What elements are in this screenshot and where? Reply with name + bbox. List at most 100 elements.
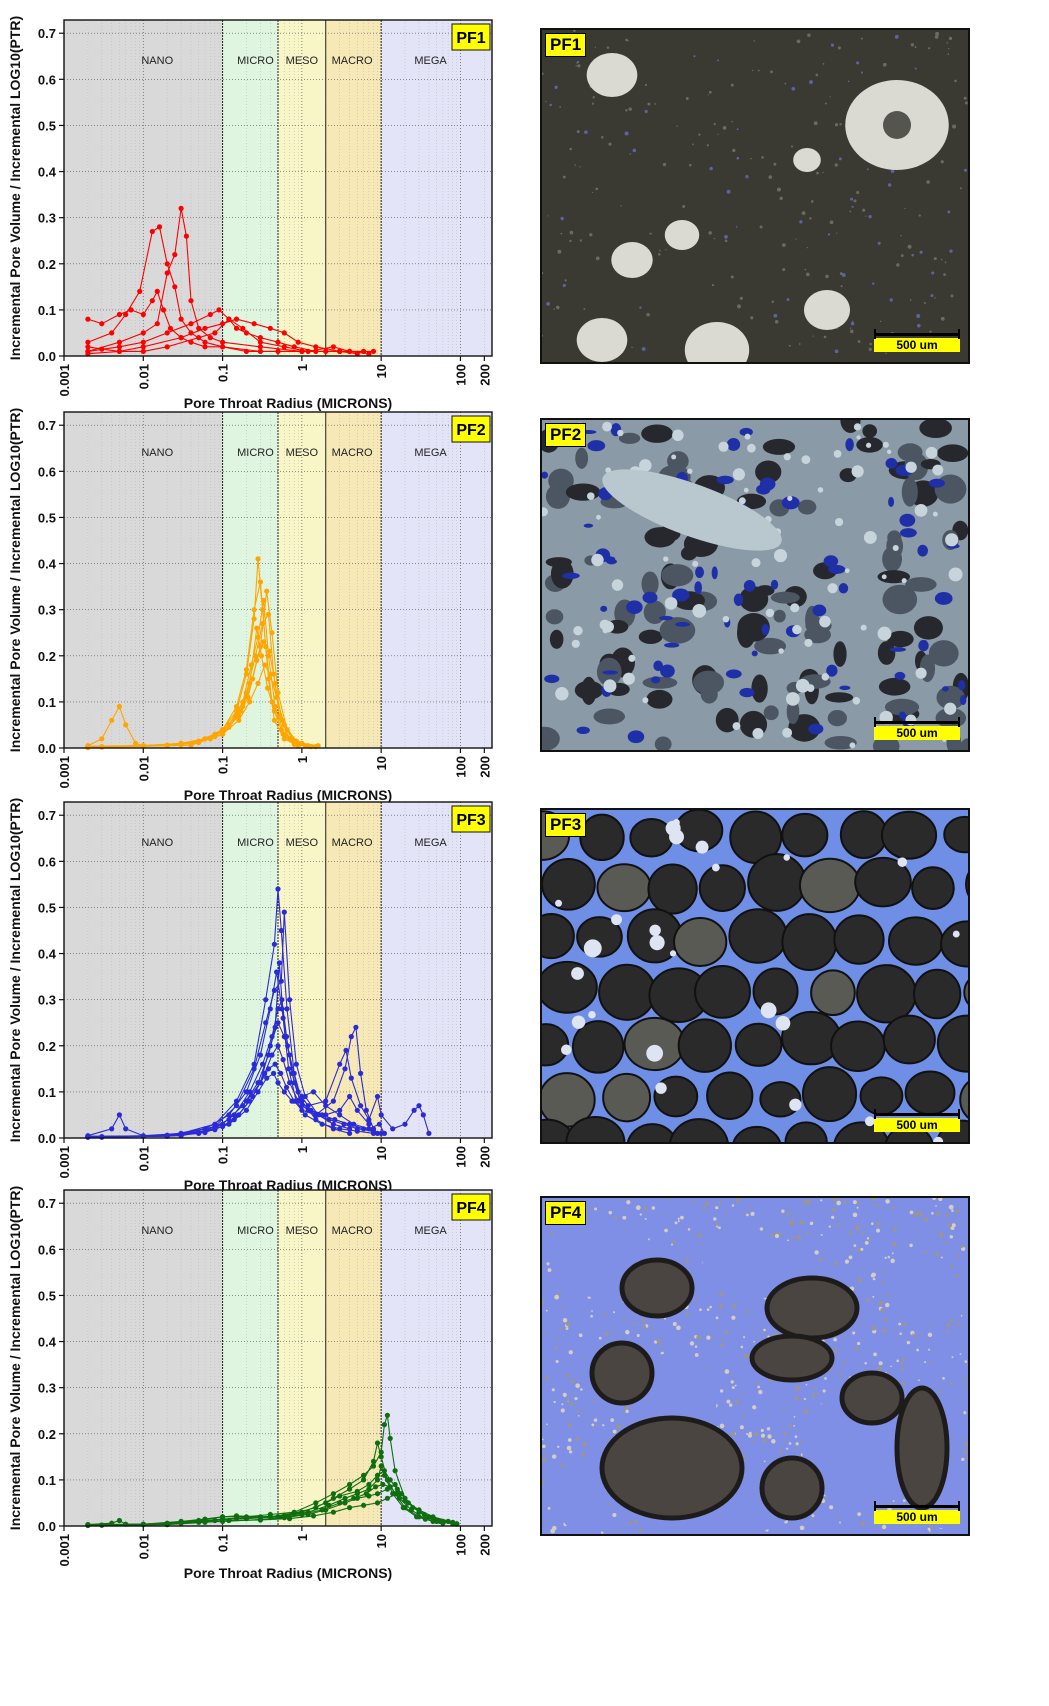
speck [565, 1327, 569, 1330]
speck [856, 190, 860, 195]
data-point [255, 556, 261, 562]
data-point [140, 344, 146, 350]
speck [896, 1335, 899, 1338]
ooid [810, 969, 856, 1017]
speck [674, 1221, 678, 1225]
data-point [278, 927, 284, 934]
data-point [212, 330, 218, 336]
speck [833, 1337, 837, 1342]
y-tick-label: 0.2 [38, 1039, 56, 1054]
pore [838, 583, 849, 594]
speck [881, 1524, 887, 1530]
data-point [376, 1121, 382, 1127]
data-point [216, 307, 222, 313]
series-line [87, 640, 309, 749]
speck [719, 1423, 725, 1429]
data-point [358, 1070, 364, 1076]
speck [799, 1220, 804, 1225]
ooid [839, 810, 888, 859]
speck [815, 73, 819, 77]
speck [788, 1424, 792, 1428]
data-point [258, 653, 265, 659]
x-tick-label: 100 [453, 1146, 468, 1168]
speck [795, 1385, 797, 1388]
speck [654, 103, 657, 105]
data-point [319, 1507, 325, 1513]
pore [711, 566, 718, 580]
data-point [123, 311, 129, 318]
x-tick-label: 200 [477, 1146, 492, 1168]
speck [664, 1228, 668, 1233]
y-tick-label: 0.6 [38, 854, 56, 869]
speck [546, 302, 550, 306]
speck [965, 1385, 968, 1389]
speck [961, 1457, 965, 1462]
speck [950, 294, 954, 298]
speck [557, 249, 562, 254]
ooid [623, 1016, 686, 1072]
speck [852, 1200, 857, 1205]
speck [606, 1340, 609, 1343]
speck [724, 1369, 730, 1374]
speck [602, 621, 614, 633]
pore [770, 579, 779, 590]
speck [857, 1341, 861, 1346]
zone-micro-band [222, 1190, 278, 1526]
data-point [387, 1484, 393, 1490]
x-tick-label: 100 [453, 364, 468, 386]
pore [823, 555, 839, 567]
speck [857, 340, 861, 343]
speck [590, 1314, 593, 1318]
ooid [732, 1125, 781, 1142]
speck [932, 1198, 937, 1200]
data-point [160, 307, 167, 313]
speck [836, 1200, 841, 1206]
data-point [116, 1112, 122, 1118]
speck [853, 199, 857, 203]
data-point [257, 1052, 263, 1058]
zone-label-nano: NANO [141, 837, 173, 849]
speck [954, 79, 957, 83]
speck [567, 1423, 572, 1428]
pore [716, 475, 734, 485]
speck [715, 1222, 719, 1226]
data-point [271, 717, 277, 723]
speck [931, 1211, 934, 1215]
data-point [370, 348, 377, 354]
data-point [140, 311, 146, 318]
bioclast [599, 1415, 745, 1521]
speck [892, 1227, 898, 1232]
speck [810, 200, 814, 203]
speck [886, 449, 892, 454]
speck [613, 1215, 617, 1220]
data-point [384, 1412, 390, 1418]
speck [551, 1388, 555, 1392]
speck [744, 433, 751, 440]
pore [942, 686, 949, 692]
speck [639, 1213, 642, 1216]
data-point [272, 680, 278, 686]
speck [555, 687, 569, 701]
grain [602, 469, 782, 551]
speck [577, 1409, 581, 1413]
y-tick-label: 0.4 [38, 947, 57, 962]
speck [879, 320, 882, 323]
data-point [348, 1075, 354, 1081]
speck [856, 1202, 860, 1206]
grain [542, 726, 560, 750]
chart-pf3: NANO MICRO MESO MACRO MEGA 0.0 0.1 0.2 0.3 0.4 0.5… [7, 798, 493, 1193]
speck [852, 1331, 856, 1335]
speck [594, 1207, 597, 1211]
speck [928, 47, 931, 50]
data-point [374, 1491, 381, 1497]
scale-bar: 500 um [874, 717, 960, 740]
speck [545, 100, 547, 103]
speck [836, 1222, 840, 1227]
data-point [287, 997, 293, 1003]
speck [628, 654, 636, 662]
grain [882, 584, 918, 615]
speck [699, 1308, 702, 1312]
speck [639, 1528, 643, 1533]
plot-frame [63, 1189, 493, 1527]
speck [547, 1506, 551, 1510]
